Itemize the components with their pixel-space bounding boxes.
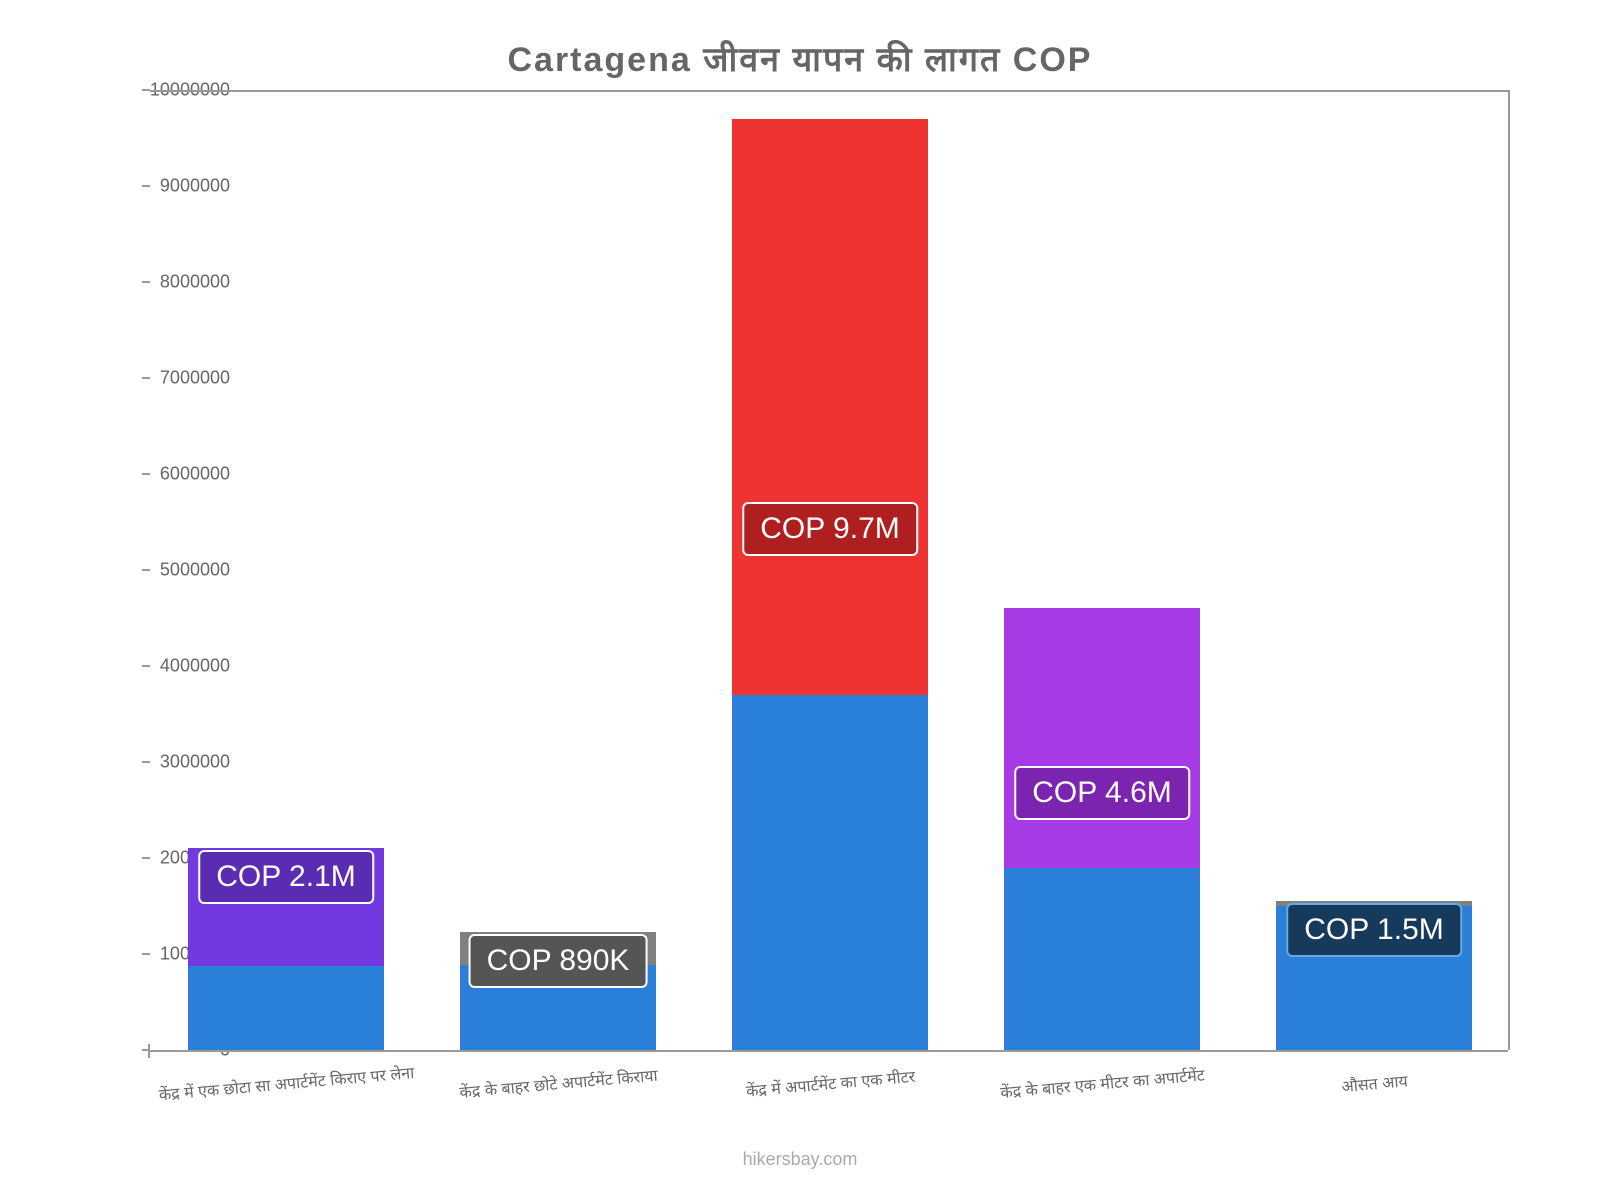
plot-area: COP 2.1M COP 890K COP 9.7M COP 4.6M COP 1.5M (150, 90, 1510, 1050)
y-tick (142, 761, 150, 763)
x-axis-cap (148, 1044, 150, 1058)
y-tick (142, 857, 150, 859)
chart-title: Cartagena जीवन यापन की लागत COP (0, 35, 1600, 81)
x-tick-label: केंद्र में अपार्टमेंट का एक मीटर (690, 1060, 971, 1106)
attribution: hikersbay.com (0, 1149, 1600, 1170)
bar-fg (732, 695, 928, 1050)
y-tick (142, 89, 150, 91)
value-badge: COP 1.5M (1286, 903, 1462, 957)
y-tick (142, 281, 150, 283)
value-badge: COP 4.6M (1014, 766, 1190, 820)
value-badge: COP 890K (469, 934, 648, 988)
x-axis-line (150, 1050, 1508, 1052)
y-tick (142, 665, 150, 667)
x-tick-label: केंद्र में एक छोटा सा अपार्टमेंट किराए प… (146, 1060, 427, 1106)
x-tick-label: औसत आय (1234, 1060, 1515, 1106)
bar-fg (1004, 868, 1200, 1050)
y-tick (142, 953, 150, 955)
y-tick (142, 473, 150, 475)
y-tick (142, 569, 150, 571)
x-tick-label: केंद्र के बाहर एक मीटर का अपार्टमेंट (962, 1060, 1243, 1106)
value-badge: COP 9.7M (742, 502, 918, 556)
y-tick (142, 377, 150, 379)
chart-container: Cartagena जीवन यापन की लागत COP 01000000… (0, 0, 1600, 1200)
value-badge: COP 2.1M (198, 850, 374, 904)
bar-fg (188, 966, 384, 1050)
y-tick (142, 185, 150, 187)
x-tick-label: केंद्र के बाहर छोटे अपार्टमेंट किराया (418, 1060, 699, 1106)
